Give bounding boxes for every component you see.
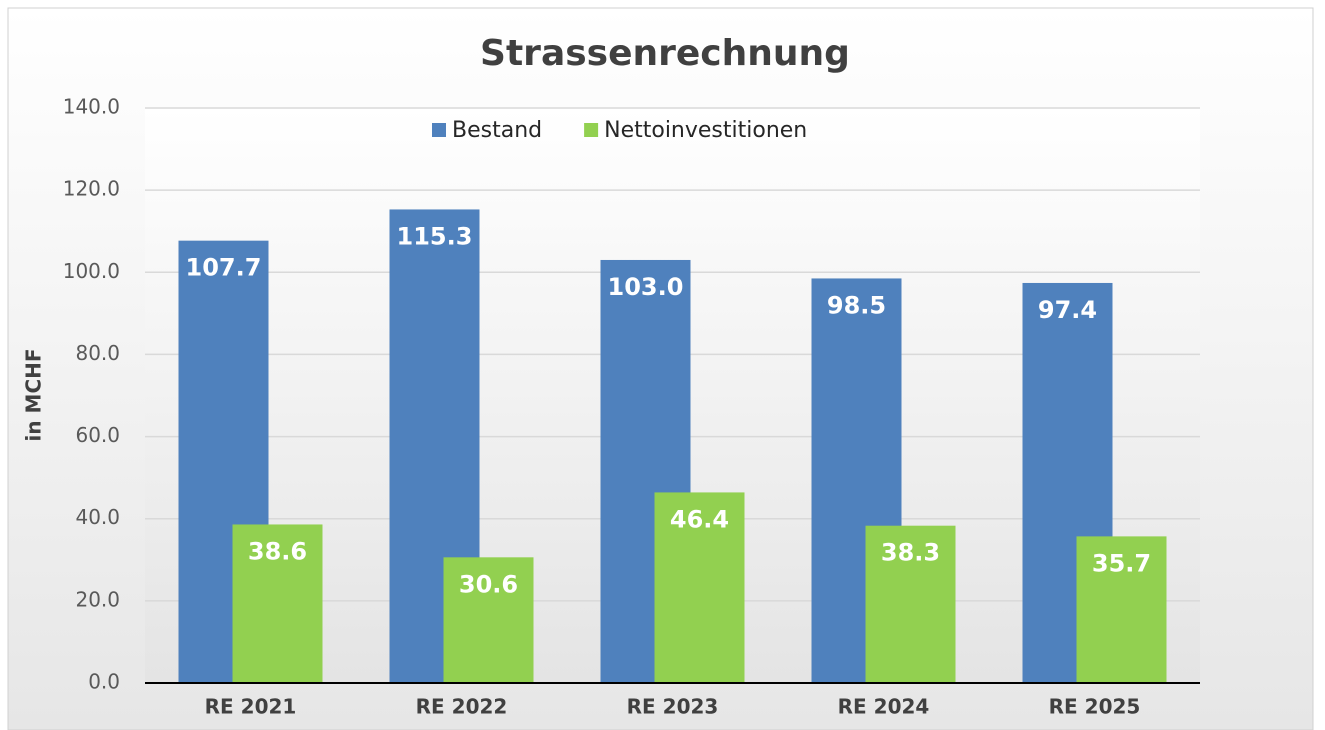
data-label: 38.3 <box>881 539 940 567</box>
data-label: 107.7 <box>186 254 262 282</box>
x-tick-label: RE 2023 <box>627 695 719 719</box>
legend-swatch <box>584 123 599 137</box>
data-label: 35.7 <box>1092 549 1151 577</box>
y-tick-label: 80.0 <box>75 341 120 365</box>
y-tick-label: 100.0 <box>63 259 120 283</box>
data-label: 98.5 <box>827 291 886 319</box>
legend-label: Bestand <box>452 118 542 143</box>
y-tick-label: 20.0 <box>75 587 120 611</box>
data-label: 38.6 <box>248 537 307 565</box>
data-label: 30.6 <box>459 570 518 598</box>
legend-label: Nettoinvestitionen <box>604 118 807 143</box>
bar <box>865 525 956 683</box>
y-tick-label: 140.0 <box>63 95 120 119</box>
data-label: 115.3 <box>397 222 473 250</box>
y-axis-label: in MCHF <box>22 348 46 441</box>
y-tick-label: 120.0 <box>63 177 120 201</box>
bar <box>1076 536 1167 683</box>
y-tick-label: 40.0 <box>75 505 120 529</box>
y-tick-label: 60.0 <box>75 423 120 447</box>
chart-title: Strassenrechnung <box>480 33 850 74</box>
y-tick-label: 0.0 <box>88 670 120 694</box>
x-tick-label: RE 2025 <box>1049 695 1141 719</box>
bar <box>443 557 534 683</box>
bar <box>654 492 745 683</box>
x-tick-label: RE 2024 <box>838 695 930 719</box>
data-label: 46.4 <box>670 505 729 533</box>
data-label: 97.4 <box>1038 296 1097 324</box>
legend-swatch <box>432 123 446 137</box>
bar <box>232 524 323 683</box>
x-tick-label: RE 2021 <box>205 695 297 719</box>
data-label: 103.0 <box>608 273 684 301</box>
x-tick-label: RE 2022 <box>416 695 508 719</box>
